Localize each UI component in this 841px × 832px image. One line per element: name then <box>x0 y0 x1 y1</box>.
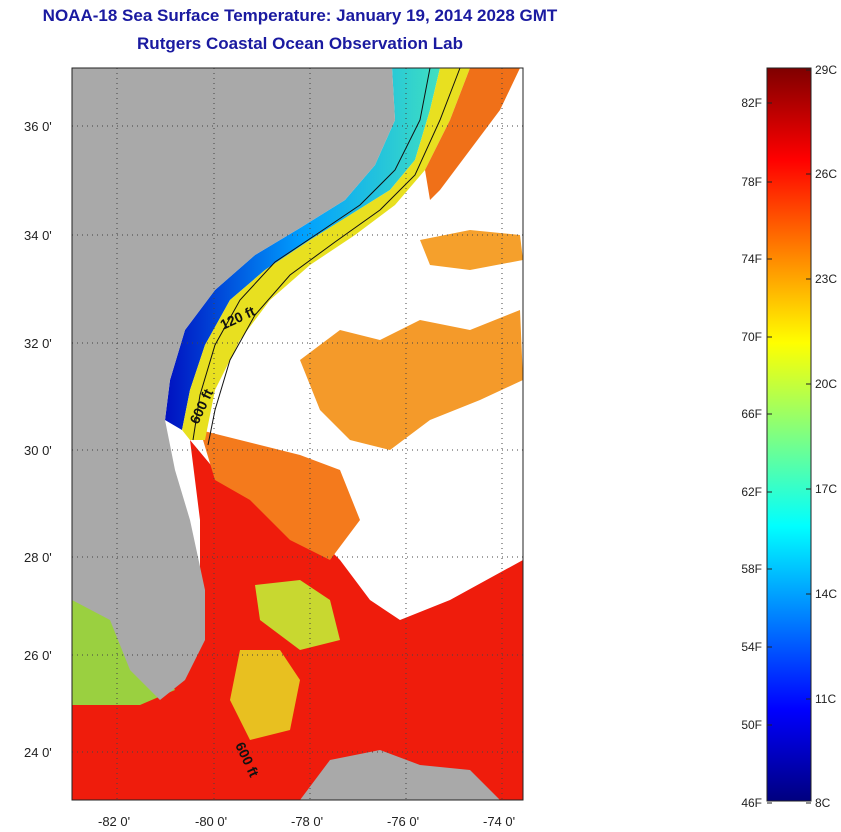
lon-tick-82: -82 0' <box>98 814 130 829</box>
colorbar-c-label: 26C <box>815 167 837 181</box>
colorbar-f-label: 54F <box>741 640 762 654</box>
lat-tick-30: 30 0' <box>24 443 52 458</box>
colorbar-c-label: 29C <box>815 63 837 77</box>
colorbar-f-label: 62F <box>741 485 762 499</box>
lat-tick-24: 24 0' <box>24 745 52 760</box>
orange-water <box>200 430 360 560</box>
orange-patches-east <box>300 310 523 450</box>
map-title: NOAA-18 Sea Surface Temperature: January… <box>42 6 558 25</box>
colorbar-f-label: 50F <box>741 718 762 732</box>
lat-tick-36: 36 0' <box>24 119 52 134</box>
lon-tick-80: -80 0' <box>195 814 227 829</box>
colorbar-celsius-labels: 29C 26C 23C 20C 17C 14C 11C 8C <box>806 63 837 810</box>
bahamas-bank-north <box>255 580 340 650</box>
colorbar-c-label: 8C <box>815 796 831 810</box>
plot-frame <box>71 67 524 801</box>
colorbar-f-label: 46F <box>741 796 762 810</box>
colorbar-c-label: 20C <box>815 377 837 391</box>
land-south <box>300 750 500 800</box>
lon-tick-78: -78 0' <box>291 814 323 829</box>
map-subtitle: Rutgers Coastal Ocean Observation Lab <box>137 34 463 53</box>
lat-tick-26: 26 0' <box>24 648 52 663</box>
colorbar-f-label: 70F <box>741 330 762 344</box>
bahamas-bank-south <box>230 650 300 740</box>
colorbar-bar <box>766 67 812 802</box>
colorbar-c-label: 23C <box>815 272 837 286</box>
lon-tick-76: -76 0' <box>387 814 419 829</box>
lon-tick-74: -74 0' <box>483 814 515 829</box>
colorbar-f-label: 78F <box>741 175 762 189</box>
graticule <box>72 68 523 800</box>
colorbar-f-label: 58F <box>741 562 762 576</box>
land-southeast-us <box>72 68 395 700</box>
colorbar-c-label: 11C <box>815 692 836 706</box>
lat-tick-34: 34 0' <box>24 228 52 243</box>
cold-coastal-water <box>165 68 440 430</box>
colorbar-f-label: 82F <box>741 96 762 110</box>
shelf-water <box>182 68 470 440</box>
colorbar-fahrenheit-labels: 82F 78F 74F 70F 66F 62F 58F 54F 50F 46F <box>741 96 772 810</box>
longitude-ticks: -82 0' -80 0' -78 0' -76 0' -74 0' <box>98 814 515 829</box>
orange-patches-northeast <box>420 230 523 270</box>
colorbar: 82F 78F 74F 70F 66F 62F 58F 54F 50F 46F 29C 26C 23C… <box>741 63 837 810</box>
colorbar-c-label: 17C <box>815 482 837 496</box>
lat-tick-28: 28 0' <box>24 550 52 565</box>
colorbar-c-label: 14C <box>815 587 837 601</box>
colorbar-f-label: 66F <box>741 407 762 421</box>
colorbar-f-label: 74F <box>741 252 762 266</box>
latitude-ticks: 36 0' 34 0' 32 0' 30 0' 28 0' 26 0' 24 0… <box>24 119 52 760</box>
bathymetry-contours <box>192 67 461 446</box>
offshore-warm-band <box>425 68 520 200</box>
lat-tick-32: 32 0' <box>24 336 52 351</box>
